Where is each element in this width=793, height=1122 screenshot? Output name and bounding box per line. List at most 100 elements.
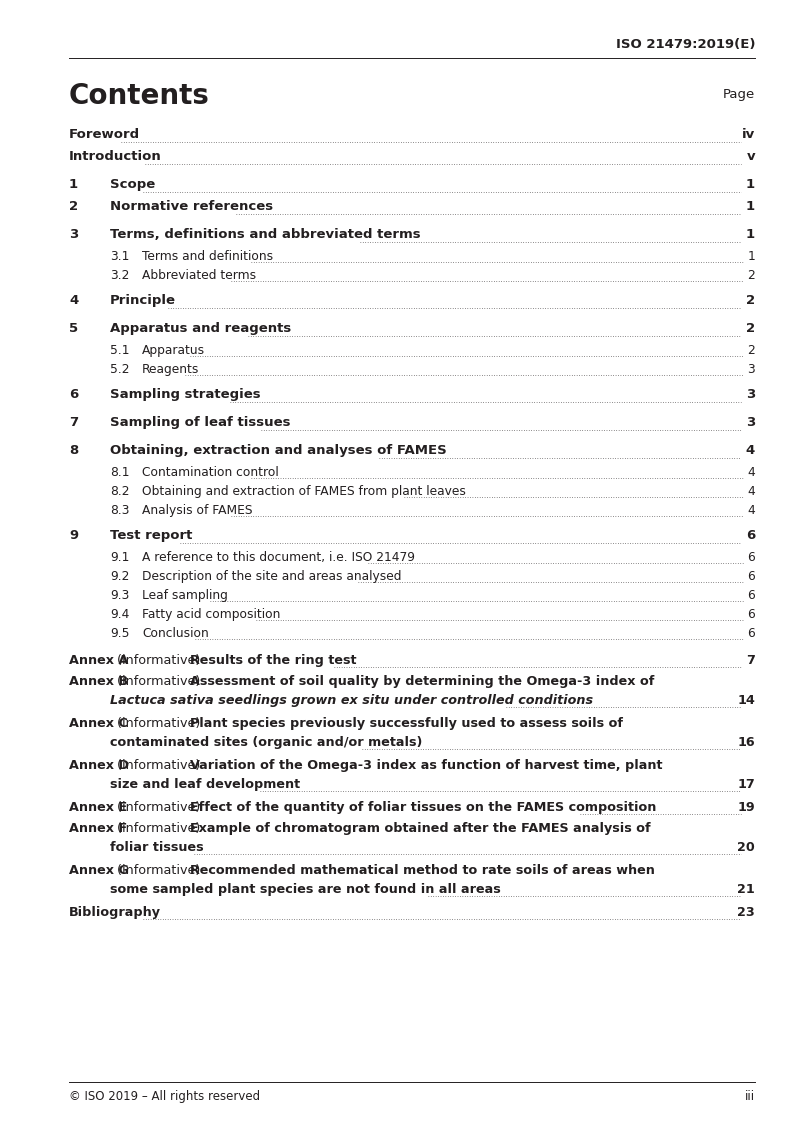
- Text: Principle: Principle: [110, 294, 176, 307]
- Text: (informative): (informative): [113, 864, 205, 877]
- Text: Terms and definitions: Terms and definitions: [142, 250, 273, 263]
- Text: 3: 3: [747, 364, 755, 376]
- Text: Contents: Contents: [69, 82, 210, 110]
- Text: 9: 9: [69, 528, 79, 542]
- Text: A reference to this document, i.e. ISO 21479: A reference to this document, i.e. ISO 2…: [142, 551, 415, 564]
- Text: 19: 19: [737, 801, 755, 813]
- Text: 6: 6: [747, 608, 755, 620]
- Text: Introduction: Introduction: [69, 150, 162, 163]
- Text: 1: 1: [746, 200, 755, 213]
- Text: iii: iii: [745, 1089, 755, 1103]
- Text: Foreword: Foreword: [69, 128, 140, 141]
- Text: 8: 8: [69, 444, 79, 457]
- Text: 9.5: 9.5: [110, 627, 129, 640]
- Text: 6: 6: [747, 589, 755, 603]
- Text: 8.2: 8.2: [110, 485, 129, 498]
- Text: 2: 2: [746, 322, 755, 335]
- Text: Apparatus and reagents: Apparatus and reagents: [110, 322, 291, 335]
- Text: 6: 6: [745, 528, 755, 542]
- Text: Analysis of FAMES: Analysis of FAMES: [142, 504, 252, 517]
- Text: Bibliography: Bibliography: [69, 905, 161, 919]
- Text: Apparatus: Apparatus: [142, 344, 205, 357]
- Text: Annex B: Annex B: [69, 675, 128, 688]
- Text: 1: 1: [69, 178, 79, 191]
- Text: 7: 7: [746, 654, 755, 666]
- Text: contaminated sites (organic and/or metals): contaminated sites (organic and/or metal…: [110, 736, 423, 749]
- Text: Effect of the quantity of foliar tissues on the FAMES composition: Effect of the quantity of foliar tissues…: [190, 801, 657, 813]
- Text: Annex E: Annex E: [69, 801, 127, 813]
- Text: Obtaining, extraction and analyses of FAMES: Obtaining, extraction and analyses of FA…: [110, 444, 446, 457]
- Text: Annex A: Annex A: [69, 654, 128, 666]
- Text: 4: 4: [747, 485, 755, 498]
- Text: ISO 21479:2019(E): ISO 21479:2019(E): [615, 38, 755, 50]
- Text: 4: 4: [747, 504, 755, 517]
- Text: some sampled plant species are not found in all areas: some sampled plant species are not found…: [110, 883, 500, 896]
- Text: Conclusion: Conclusion: [142, 627, 209, 640]
- Text: 7: 7: [69, 416, 79, 429]
- Text: Variation of the Omega-3 index as function of harvest time, plant: Variation of the Omega-3 index as functi…: [190, 758, 663, 772]
- Text: 1: 1: [747, 250, 755, 263]
- Text: 3: 3: [69, 228, 79, 241]
- Text: 14: 14: [737, 695, 755, 707]
- Text: 1: 1: [746, 228, 755, 241]
- Text: © ISO 2019 – All rights reserved: © ISO 2019 – All rights reserved: [69, 1089, 260, 1103]
- Text: 3: 3: [745, 388, 755, 401]
- Text: 6: 6: [69, 388, 79, 401]
- Text: Reagents: Reagents: [142, 364, 199, 376]
- Text: 9.3: 9.3: [110, 589, 129, 603]
- Text: 17: 17: [737, 778, 755, 791]
- Text: 23: 23: [737, 905, 755, 919]
- Text: 9.1: 9.1: [110, 551, 129, 564]
- Text: Abbreviated terms: Abbreviated terms: [142, 269, 256, 282]
- Text: 3.2: 3.2: [110, 269, 129, 282]
- Text: 3: 3: [745, 416, 755, 429]
- Text: Test report: Test report: [110, 528, 193, 542]
- Text: Plant species previously successfully used to assess soils of: Plant species previously successfully us…: [190, 717, 623, 730]
- Text: foliar tissues: foliar tissues: [110, 842, 204, 854]
- Text: 8.3: 8.3: [110, 504, 129, 517]
- Text: Sampling of leaf tissues: Sampling of leaf tissues: [110, 416, 290, 429]
- Text: (informative): (informative): [113, 801, 205, 813]
- Text: 1: 1: [746, 178, 755, 191]
- Text: Annex D: Annex D: [69, 758, 129, 772]
- Text: Contamination control: Contamination control: [142, 466, 279, 479]
- Text: Sampling strategies: Sampling strategies: [110, 388, 261, 401]
- Text: 3.1: 3.1: [110, 250, 129, 263]
- Text: 6: 6: [747, 570, 755, 583]
- Text: Lactuca sativa seedlings grown ex situ under controlled conditions: Lactuca sativa seedlings grown ex situ u…: [110, 695, 593, 707]
- Text: 6: 6: [747, 551, 755, 564]
- Text: Scope: Scope: [110, 178, 155, 191]
- Text: 5: 5: [69, 322, 79, 335]
- Text: 9.4: 9.4: [110, 608, 129, 620]
- Text: Annex C: Annex C: [69, 717, 128, 730]
- Text: (informative): (informative): [113, 654, 205, 666]
- Text: Results of the ring test: Results of the ring test: [190, 654, 357, 666]
- Text: (informative): (informative): [113, 758, 205, 772]
- Text: Terms, definitions and abbreviated terms: Terms, definitions and abbreviated terms: [110, 228, 420, 241]
- Text: Leaf sampling: Leaf sampling: [142, 589, 228, 603]
- Text: Obtaining and extraction of FAMES from plant leaves: Obtaining and extraction of FAMES from p…: [142, 485, 465, 498]
- Text: 9.2: 9.2: [110, 570, 129, 583]
- Text: Annex F: Annex F: [69, 822, 127, 835]
- Text: 21: 21: [737, 883, 755, 896]
- Text: 4: 4: [747, 466, 755, 479]
- Text: 6: 6: [747, 627, 755, 640]
- Text: Example of chromatogram obtained after the FAMES analysis of: Example of chromatogram obtained after t…: [190, 822, 651, 835]
- Text: v: v: [746, 150, 755, 163]
- Text: 2: 2: [69, 200, 79, 213]
- Text: Recommended mathematical method to rate soils of areas when: Recommended mathematical method to rate …: [190, 864, 655, 877]
- Text: Assessment of soil quality by determining the Omega-3 index of: Assessment of soil quality by determinin…: [190, 675, 655, 688]
- Text: iv: iv: [741, 128, 755, 141]
- Text: 2: 2: [746, 294, 755, 307]
- Text: Description of the site and areas analysed: Description of the site and areas analys…: [142, 570, 401, 583]
- Text: Page: Page: [722, 88, 755, 101]
- Text: 2: 2: [747, 269, 755, 282]
- Text: (informative): (informative): [113, 675, 205, 688]
- Text: 16: 16: [737, 736, 755, 749]
- Text: size and leaf development: size and leaf development: [110, 778, 300, 791]
- Text: (informative): (informative): [113, 822, 205, 835]
- Text: 20: 20: [737, 842, 755, 854]
- Text: 5.1: 5.1: [110, 344, 129, 357]
- Text: Annex G: Annex G: [69, 864, 129, 877]
- Text: Fatty acid composition: Fatty acid composition: [142, 608, 281, 620]
